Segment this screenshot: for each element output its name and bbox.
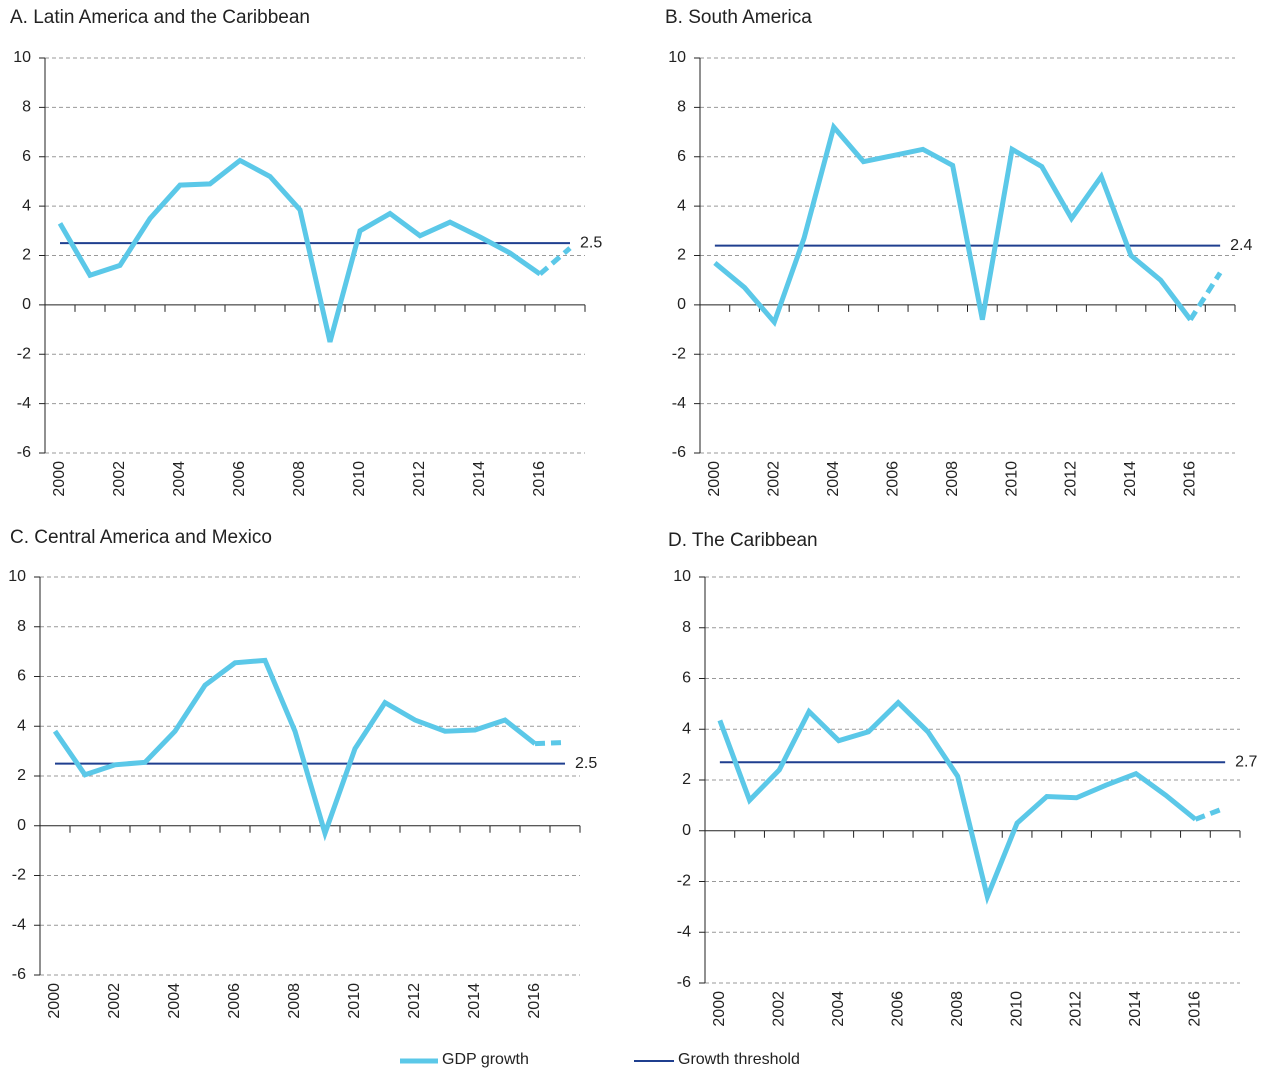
y-tick-label: -2 xyxy=(12,867,26,884)
x-tick-label: 2008 xyxy=(291,461,308,497)
y-tick-label: 2 xyxy=(682,771,691,788)
y-tick-label: 0 xyxy=(22,296,31,313)
threshold-label: 2.5 xyxy=(575,755,597,772)
chart-title: A. Latin America and the Caribbean xyxy=(10,7,310,28)
x-tick-label: 2008 xyxy=(286,983,303,1019)
x-tick-label: 2000 xyxy=(51,461,68,497)
y-tick-label: 8 xyxy=(682,619,691,636)
y-tick-label: 8 xyxy=(22,99,31,116)
x-tick-label: 2002 xyxy=(771,991,788,1027)
x-tick-label: 2016 xyxy=(526,983,543,1019)
x-tick-label: 2004 xyxy=(166,983,183,1019)
gdp-line-projection xyxy=(1188,271,1223,322)
gdp-line xyxy=(713,121,1193,328)
x-tick-label: 2006 xyxy=(884,461,901,497)
y-tick-label: 8 xyxy=(17,618,26,635)
y-tick-label: 4 xyxy=(677,197,686,214)
x-tick-label: 2002 xyxy=(111,461,128,497)
y-tick-label: 6 xyxy=(22,148,31,165)
chart-title: D. The Caribbean xyxy=(668,530,818,551)
x-tick-label: 2016 xyxy=(1187,991,1204,1027)
chart-title: B. South America xyxy=(665,7,812,28)
y-tick-label: -2 xyxy=(677,873,691,890)
x-tick-label: 2014 xyxy=(466,983,483,1019)
x-tick-label: 2012 xyxy=(411,461,428,497)
threshold-label: 2.7 xyxy=(1235,753,1257,770)
y-tick-label: 4 xyxy=(682,720,691,737)
y-tick-label: 2 xyxy=(677,247,686,264)
gdp-line-projection xyxy=(1194,805,1227,822)
y-tick-label: 0 xyxy=(682,822,691,839)
y-tick-label: -2 xyxy=(17,345,31,362)
x-tick-label: 2000 xyxy=(711,991,728,1027)
y-tick-label: -6 xyxy=(672,444,686,461)
x-tick-label: 2012 xyxy=(406,983,423,1019)
gdp-line-projection xyxy=(534,739,566,747)
x-tick-label: 2002 xyxy=(106,983,123,1019)
x-tick-label: 2008 xyxy=(944,461,961,497)
x-tick-label: 2010 xyxy=(346,983,363,1019)
x-tick-label: 2006 xyxy=(226,983,243,1019)
y-tick-label: 4 xyxy=(22,197,31,214)
chart-title: C. Central America and Mexico xyxy=(10,527,272,548)
x-tick-label: 2014 xyxy=(1122,461,1139,497)
x-tick-label: 2014 xyxy=(471,461,488,497)
gdp-line-projection xyxy=(538,246,572,276)
y-tick-label: 10 xyxy=(668,49,686,66)
y-tick-label: 0 xyxy=(17,817,26,834)
y-tick-label: -4 xyxy=(672,395,686,412)
y-tick-label: 10 xyxy=(8,568,26,585)
threshold-label: 2.5 xyxy=(580,234,602,251)
x-tick-label: 2012 xyxy=(1063,461,1080,497)
x-tick-label: 2012 xyxy=(1068,991,1085,1027)
gdp-line xyxy=(57,157,542,343)
y-tick-label: -2 xyxy=(672,345,686,362)
y-tick-label: 2 xyxy=(22,247,31,264)
x-tick-label: 2010 xyxy=(1003,461,1020,497)
gdp-line xyxy=(52,657,537,842)
x-tick-label: 2004 xyxy=(825,461,842,497)
x-tick-label: 2014 xyxy=(1127,991,1144,1027)
x-tick-label: 2008 xyxy=(949,991,966,1027)
x-tick-label: 2006 xyxy=(231,461,248,497)
gdp-line xyxy=(717,699,1197,905)
y-tick-label: -6 xyxy=(12,966,26,983)
y-tick-label: 0 xyxy=(677,296,686,313)
legend-label: Growth threshold xyxy=(678,1051,800,1068)
y-tick-label: 6 xyxy=(17,668,26,685)
x-tick-label: 2010 xyxy=(351,461,368,497)
y-tick-label: -4 xyxy=(12,916,26,933)
y-tick-label: 4 xyxy=(17,717,26,734)
y-tick-label: 6 xyxy=(682,670,691,687)
y-tick-label: 2 xyxy=(17,767,26,784)
y-tick-label: 6 xyxy=(677,148,686,165)
x-tick-label: 2016 xyxy=(1182,461,1199,497)
x-tick-label: 2000 xyxy=(706,461,723,497)
x-tick-label: 2004 xyxy=(830,991,847,1027)
legend-label: GDP growth xyxy=(442,1051,529,1068)
y-tick-label: -4 xyxy=(17,395,31,412)
y-tick-label: -6 xyxy=(17,444,31,461)
y-tick-label: 8 xyxy=(677,99,686,116)
x-tick-label: 2002 xyxy=(766,461,783,497)
threshold-label: 2.4 xyxy=(1230,237,1252,254)
x-tick-label: 2000 xyxy=(46,983,63,1019)
x-tick-label: 2016 xyxy=(531,461,548,497)
y-tick-label: -4 xyxy=(677,923,691,940)
x-tick-label: 2006 xyxy=(889,991,906,1027)
x-tick-label: 2010 xyxy=(1008,991,1025,1027)
y-tick-label: 10 xyxy=(673,568,691,585)
y-tick-label: 10 xyxy=(13,49,31,66)
x-tick-label: 2004 xyxy=(171,461,188,497)
y-tick-label: -6 xyxy=(677,974,691,991)
